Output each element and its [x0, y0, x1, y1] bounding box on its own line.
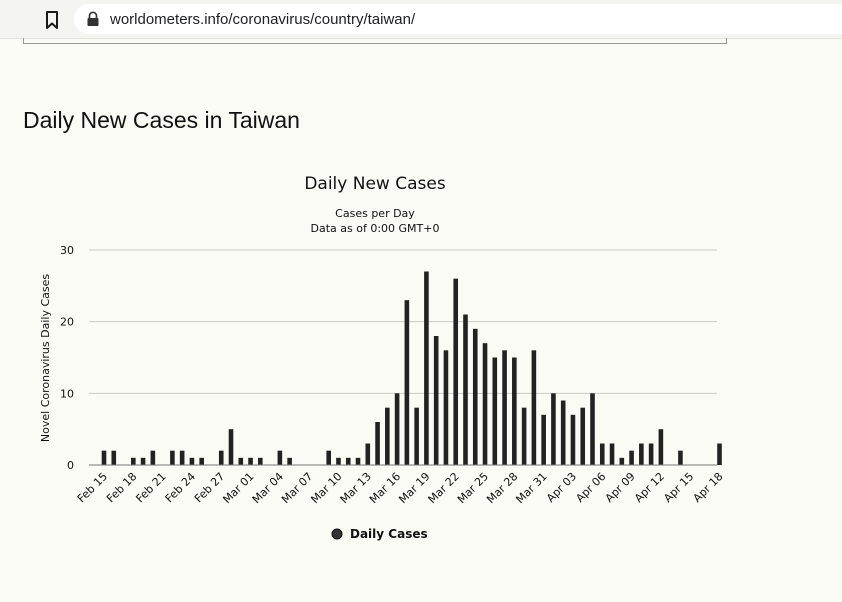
- bar[interactable]: [482, 343, 488, 465]
- bar[interactable]: [541, 414, 546, 465]
- x-tick-label: Mar 04: [250, 470, 286, 506]
- x-tick-label: Mar 10: [308, 470, 344, 506]
- bar[interactable]: [414, 407, 419, 465]
- y-tick-label: 0: [67, 459, 74, 472]
- bar[interactable]: [424, 271, 429, 466]
- chart-title: Daily New Cases: [304, 174, 446, 194]
- bar[interactable]: [365, 443, 371, 466]
- bar[interactable]: [590, 393, 595, 465]
- bar[interactable]: [199, 457, 204, 465]
- bar[interactable]: [599, 443, 605, 466]
- bookmark-icon[interactable]: [42, 10, 62, 30]
- y-tick-label: 30: [60, 244, 74, 257]
- bar[interactable]: [463, 314, 468, 466]
- bar[interactable]: [345, 457, 351, 465]
- bar[interactable]: [678, 450, 683, 465]
- bar[interactable]: [150, 450, 156, 465]
- bar[interactable]: [658, 429, 664, 465]
- legend-marker: [331, 528, 343, 540]
- bar[interactable]: [238, 457, 244, 465]
- lock-icon: [87, 11, 99, 26]
- x-tick-label: Feb 21: [133, 470, 168, 505]
- bar[interactable]: [326, 450, 332, 465]
- bar[interactable]: [170, 450, 175, 465]
- x-tick-label: Feb 18: [104, 470, 139, 505]
- bar[interactable]: [179, 450, 185, 465]
- bar[interactable]: [101, 450, 107, 465]
- bar[interactable]: [394, 393, 400, 465]
- legend-label[interactable]: Daily Cases: [350, 527, 428, 541]
- x-tick-label: Mar 22: [426, 470, 462, 506]
- y-tick-label: 20: [60, 316, 74, 329]
- bar[interactable]: [336, 457, 341, 465]
- bar[interactable]: [248, 457, 253, 465]
- y-axis-ticks: 0 10 20 30: [60, 244, 74, 472]
- x-tick-label: Mar 07: [279, 470, 315, 506]
- bar[interactable]: [131, 457, 136, 465]
- bar[interactable]: [551, 393, 556, 465]
- x-tick-label: Mar 01: [220, 470, 256, 506]
- bar[interactable]: [472, 328, 478, 465]
- bar[interactable]: [375, 422, 380, 465]
- bar[interactable]: [453, 278, 459, 465]
- bar[interactable]: [717, 443, 722, 466]
- chart-subtitle-1: Cases per Day: [335, 207, 415, 220]
- x-tick-label: Mar 31: [513, 470, 549, 506]
- bar[interactable]: [560, 400, 566, 466]
- legend[interactable]: Daily Cases: [331, 527, 428, 541]
- browser-toolbar: worldometers.info/coronavirus/country/ta…: [0, 0, 842, 39]
- grid-lines: [89, 249, 717, 394]
- x-tick-label: Mar 19: [396, 470, 432, 506]
- page-title: Daily New Cases in Taiwan: [23, 107, 300, 133]
- bar[interactable]: [629, 450, 634, 465]
- bar[interactable]: [140, 457, 146, 465]
- bar[interactable]: [277, 450, 283, 465]
- daily-new-cases-chart: Daily New Cases Cases per Day Data as of…: [39, 174, 726, 541]
- bar[interactable]: [609, 443, 615, 466]
- x-tick-label: Apr 18: [691, 470, 726, 505]
- bar[interactable]: [189, 457, 195, 465]
- x-tick-label: Feb 24: [163, 470, 198, 505]
- bar[interactable]: [580, 407, 586, 465]
- bar[interactable]: [111, 450, 117, 465]
- bar[interactable]: [492, 357, 498, 466]
- x-tick-label: Apr 12: [632, 470, 667, 505]
- x-tick-label: Apr 03: [544, 470, 579, 505]
- y-tick-label: 10: [60, 387, 74, 400]
- bar[interactable]: [404, 300, 410, 465]
- address-bar[interactable]: worldometers.info/coronavirus/country/ta…: [74, 4, 842, 34]
- x-tick-label: Apr 09: [603, 470, 638, 505]
- bar[interactable]: [521, 407, 527, 465]
- x-tick-label: Mar 25: [455, 470, 491, 506]
- bars: [101, 271, 722, 466]
- bar[interactable]: [228, 429, 234, 465]
- bar[interactable]: [433, 336, 439, 465]
- bar[interactable]: [385, 407, 390, 465]
- bar[interactable]: [287, 457, 292, 465]
- x-tick-label: Mar 28: [484, 470, 520, 506]
- chart-subtitle-2: Data as of 0:00 GMT+0: [311, 222, 440, 235]
- bar[interactable]: [258, 457, 263, 465]
- bar[interactable]: [639, 443, 644, 466]
- x-tick-label: Mar 13: [338, 470, 374, 506]
- x-tick-label: Mar 16: [367, 470, 403, 506]
- bar[interactable]: [502, 350, 507, 465]
- x-tick-label: Feb 15: [75, 470, 110, 505]
- url-text[interactable]: worldometers.info/coronavirus/country/ta…: [110, 11, 416, 28]
- bar[interactable]: [512, 357, 517, 466]
- bar[interactable]: [443, 350, 449, 465]
- bar[interactable]: [531, 350, 537, 465]
- bar[interactable]: [619, 457, 625, 465]
- x-tick-label: Apr 15: [661, 470, 696, 505]
- page-section-box: [23, 38, 727, 44]
- y-axis-title: Novel Coronavirus Daily Cases: [39, 274, 52, 442]
- bar[interactable]: [570, 414, 576, 465]
- x-tick-label: Apr 06: [573, 470, 608, 505]
- bar[interactable]: [218, 450, 224, 465]
- bar[interactable]: [648, 443, 654, 466]
- bar[interactable]: [355, 457, 361, 465]
